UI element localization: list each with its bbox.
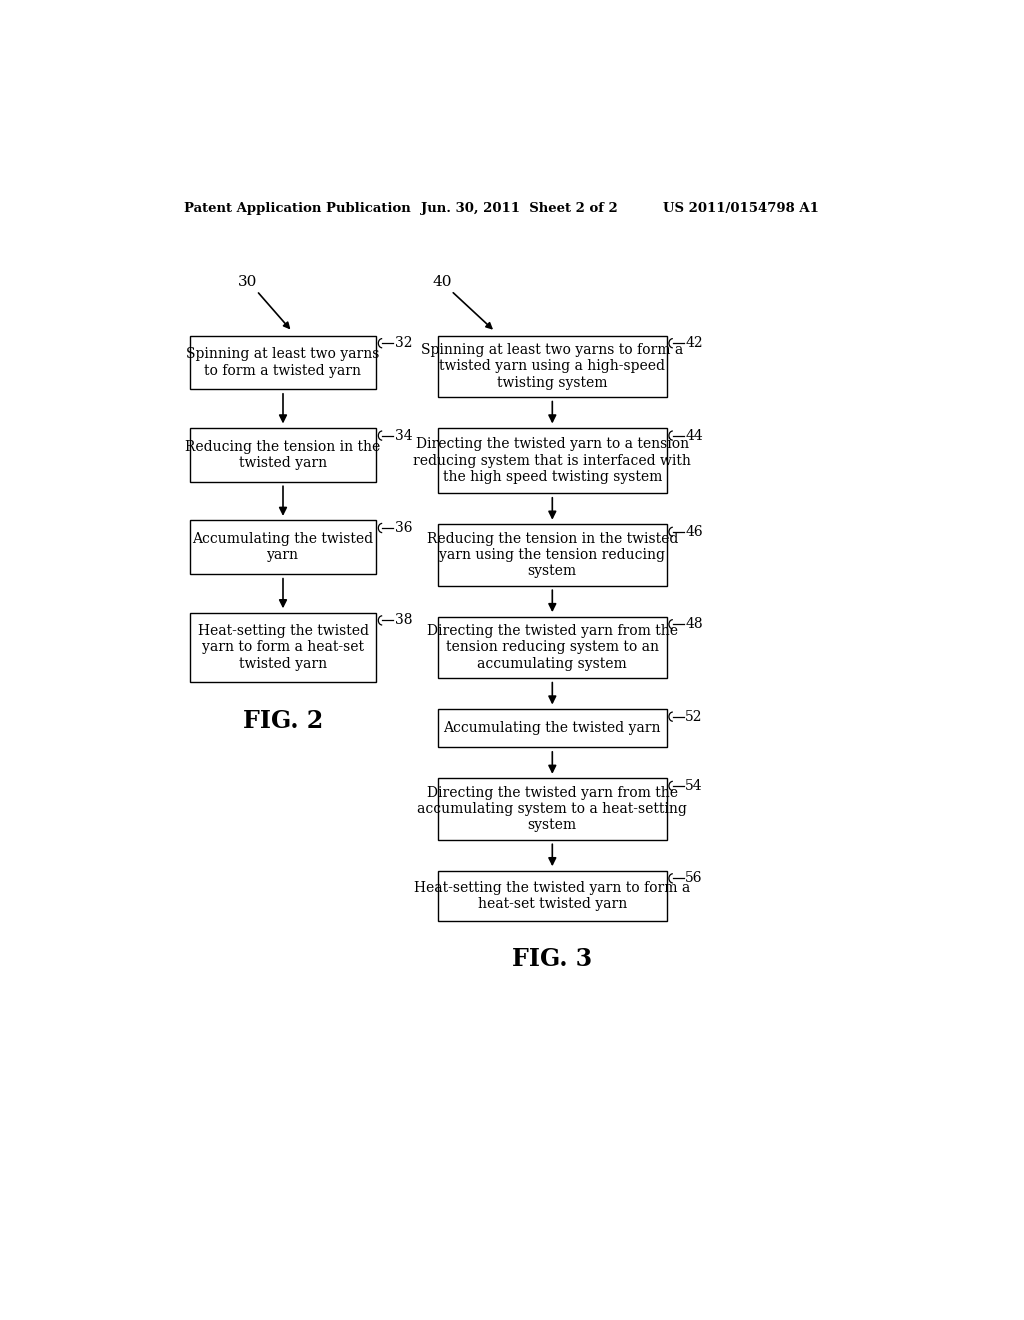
Text: FIG. 3: FIG. 3 [512, 948, 592, 972]
Text: 44: 44 [685, 429, 702, 442]
Text: Spinning at least two yarns to form a
twisted yarn using a high-speed
twisting s: Spinning at least two yarns to form a tw… [421, 343, 683, 389]
Bar [438, 335, 667, 397]
Text: 48: 48 [685, 618, 702, 631]
Text: Reducing the tension in the
twisted yarn: Reducing the tension in the twisted yarn [185, 440, 381, 470]
Text: Accumulating the twisted yarn: Accumulating the twisted yarn [443, 721, 662, 735]
Bar [190, 428, 376, 482]
Text: Heat-setting the twisted yarn to form a
heat-set twisted yarn: Heat-setting the twisted yarn to form a … [414, 880, 690, 911]
Text: 36: 36 [394, 521, 412, 535]
Text: Heat-setting the twisted
yarn to form a heat-set
twisted yarn: Heat-setting the twisted yarn to form a … [198, 624, 369, 671]
Bar [438, 871, 667, 921]
Text: Reducing the tension in the twisted
yarn using the tension reducing
system: Reducing the tension in the twisted yarn… [427, 532, 678, 578]
Text: Jun. 30, 2011  Sheet 2 of 2: Jun. 30, 2011 Sheet 2 of 2 [421, 202, 617, 215]
Bar [438, 709, 667, 747]
Text: 52: 52 [685, 710, 702, 723]
Bar [438, 616, 667, 678]
Text: 46: 46 [685, 525, 702, 539]
Text: Directing the twisted yarn from the
tension reducing system to an
accumulating s: Directing the twisted yarn from the tens… [427, 624, 678, 671]
Text: 56: 56 [685, 871, 702, 886]
Text: 32: 32 [394, 337, 412, 350]
Bar [438, 779, 667, 840]
Text: US 2011/0154798 A1: US 2011/0154798 A1 [663, 202, 818, 215]
Text: FIG. 2: FIG. 2 [243, 709, 324, 733]
Bar [438, 524, 667, 586]
Bar [190, 520, 376, 574]
Text: 30: 30 [238, 276, 257, 289]
Text: 38: 38 [394, 614, 412, 627]
Text: Accumulating the twisted
yarn: Accumulating the twisted yarn [193, 532, 374, 562]
Text: 34: 34 [394, 429, 413, 442]
Text: Patent Application Publication: Patent Application Publication [183, 202, 411, 215]
Bar [438, 428, 667, 494]
Bar [190, 612, 376, 682]
Text: Directing the twisted yarn to a tension
reducing system that is interfaced with
: Directing the twisted yarn to a tension … [414, 437, 691, 484]
Text: 42: 42 [685, 337, 702, 350]
Text: Directing the twisted yarn from the
accumulating system to a heat-setting
system: Directing the twisted yarn from the accu… [418, 785, 687, 832]
Text: 40: 40 [432, 276, 452, 289]
Bar [190, 335, 376, 389]
Text: 54: 54 [685, 779, 702, 793]
Text: Spinning at least two yarns
to form a twisted yarn: Spinning at least two yarns to form a tw… [186, 347, 380, 378]
